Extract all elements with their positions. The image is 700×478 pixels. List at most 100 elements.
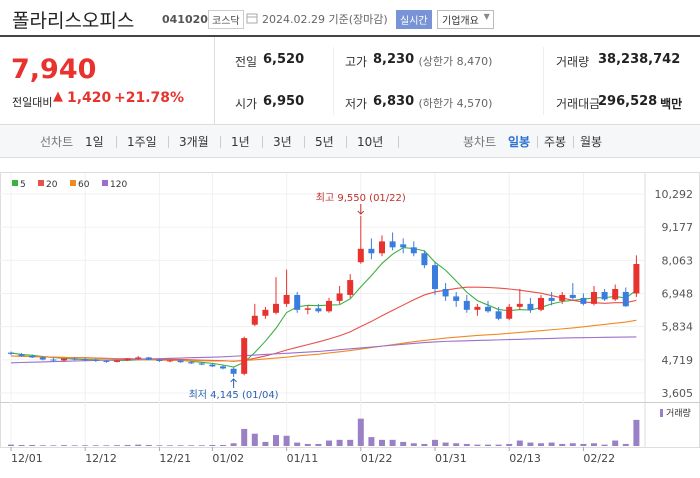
y-tick-label: 8,063 — [662, 254, 694, 267]
volume-bar — [315, 443, 322, 446]
y-tick-label: 10,292 — [655, 188, 694, 201]
volume-bar — [304, 443, 311, 446]
stock-name: 폴라리스오피스 — [12, 10, 135, 32]
y-tick-label: 6,948 — [662, 288, 694, 301]
stat-label: 시가 — [235, 97, 258, 111]
period-tab[interactable]: 10년 — [357, 135, 384, 149]
date: 2024.02.29 기준(장마감) — [262, 13, 388, 26]
candle-body — [251, 315, 258, 325]
candle-body — [400, 244, 407, 248]
period-tab[interactable]: 3년 — [273, 135, 292, 149]
ma-line — [10, 336, 637, 364]
legend-label: 60 — [78, 180, 90, 190]
period-tab[interactable]: 1주일 — [127, 135, 157, 149]
overview-button[interactable]: 기업개요 ▼ — [437, 10, 494, 29]
high-annotation: 최고 9,550 (01/22) — [316, 192, 406, 204]
volume-bar — [39, 445, 46, 446]
volume-bar — [188, 445, 195, 446]
volume-bar — [559, 443, 566, 446]
candle-body — [29, 355, 36, 358]
tab-separator — [573, 136, 574, 148]
market-badge: 코스닥 — [208, 10, 244, 29]
candle-body — [135, 357, 142, 359]
period-tab[interactable]: 1일 — [85, 135, 104, 149]
candle-body — [294, 294, 301, 310]
candle-body — [442, 288, 449, 297]
stat-unit: 백만 — [660, 97, 683, 111]
candle-body — [92, 359, 99, 361]
candle-body — [188, 362, 195, 364]
candle-body — [167, 360, 173, 362]
candle-body — [209, 364, 216, 367]
y-tick-label: 3,605 — [662, 387, 694, 400]
header-rule — [0, 35, 700, 37]
candle-body — [61, 358, 67, 361]
candle-body — [421, 253, 428, 266]
quote-box — [0, 37, 700, 125]
candle-body — [273, 303, 279, 313]
tab-separator — [304, 136, 305, 148]
volume-bar — [124, 444, 131, 446]
y-tick-label: 4,719 — [662, 354, 694, 367]
candle-tab[interactable]: 월봉 — [580, 135, 603, 149]
candle-body — [220, 366, 226, 369]
stat-label: 고가 — [345, 55, 368, 69]
chart-frame — [0, 172, 700, 448]
volume-bar — [135, 444, 142, 446]
volume-bar — [622, 443, 629, 446]
volume-bar — [262, 441, 269, 446]
change-pct: +21.78% — [114, 90, 185, 106]
tab-separator — [398, 136, 399, 148]
period-tab[interactable]: 1년 — [231, 135, 250, 149]
x-tick-label: 12/12 — [85, 452, 117, 465]
period-tab[interactable]: 3개월 — [179, 135, 209, 149]
candle-body — [410, 247, 417, 254]
volume-bar — [538, 443, 544, 446]
volume-bar — [273, 435, 279, 446]
volume-bar — [198, 445, 205, 446]
stat-label: 저가 — [345, 97, 368, 111]
x-tick-label: 12/01 — [11, 452, 43, 465]
realtime-button[interactable]: 실시간 — [396, 10, 432, 29]
legend-label: 5 — [20, 180, 26, 190]
volume-bar — [326, 440, 332, 446]
volume-bar — [357, 418, 364, 446]
legend-label: 20 — [46, 180, 58, 190]
candle-body — [18, 354, 25, 356]
tab-separator — [116, 136, 117, 148]
volume-bar — [527, 442, 534, 446]
ma-line — [10, 319, 637, 362]
volume-bar — [82, 445, 89, 446]
volume-bar — [29, 444, 36, 446]
change: 1,420 — [67, 90, 112, 106]
candle-tab[interactable]: 일봉 — [508, 135, 531, 149]
stat-label: 거래량 — [556, 55, 590, 69]
candle-body — [114, 360, 120, 362]
candle-body — [357, 248, 364, 263]
candle-tab[interactable]: 주봉 — [544, 135, 567, 149]
volume-bar — [580, 443, 587, 446]
tab-separator — [346, 136, 347, 148]
line-chart-label: 선차트 — [40, 135, 74, 149]
volume-bar — [463, 443, 470, 446]
candle-body — [304, 308, 311, 310]
period-tab[interactable]: 5년 — [315, 135, 334, 149]
change-label: 전일대비 — [12, 96, 53, 109]
stat-value: 6,830 — [373, 94, 415, 109]
volume-bar — [453, 443, 460, 446]
overview-text: 기업개요 — [442, 16, 479, 27]
candle-body — [591, 291, 597, 304]
volume-bar — [591, 443, 597, 446]
candle-body — [463, 300, 470, 310]
legend-swatch — [12, 180, 18, 186]
volume-bar — [156, 445, 163, 446]
volume-bar — [347, 439, 354, 446]
volume-bar — [18, 444, 25, 446]
volume-bar — [283, 435, 290, 446]
y-tick-label: 5,834 — [662, 321, 694, 334]
volume-label: 거래량 — [666, 407, 691, 419]
candle-body — [601, 291, 608, 300]
candle-body — [145, 357, 152, 360]
low-arrow — [230, 378, 237, 388]
calendar-icon — [246, 13, 258, 24]
